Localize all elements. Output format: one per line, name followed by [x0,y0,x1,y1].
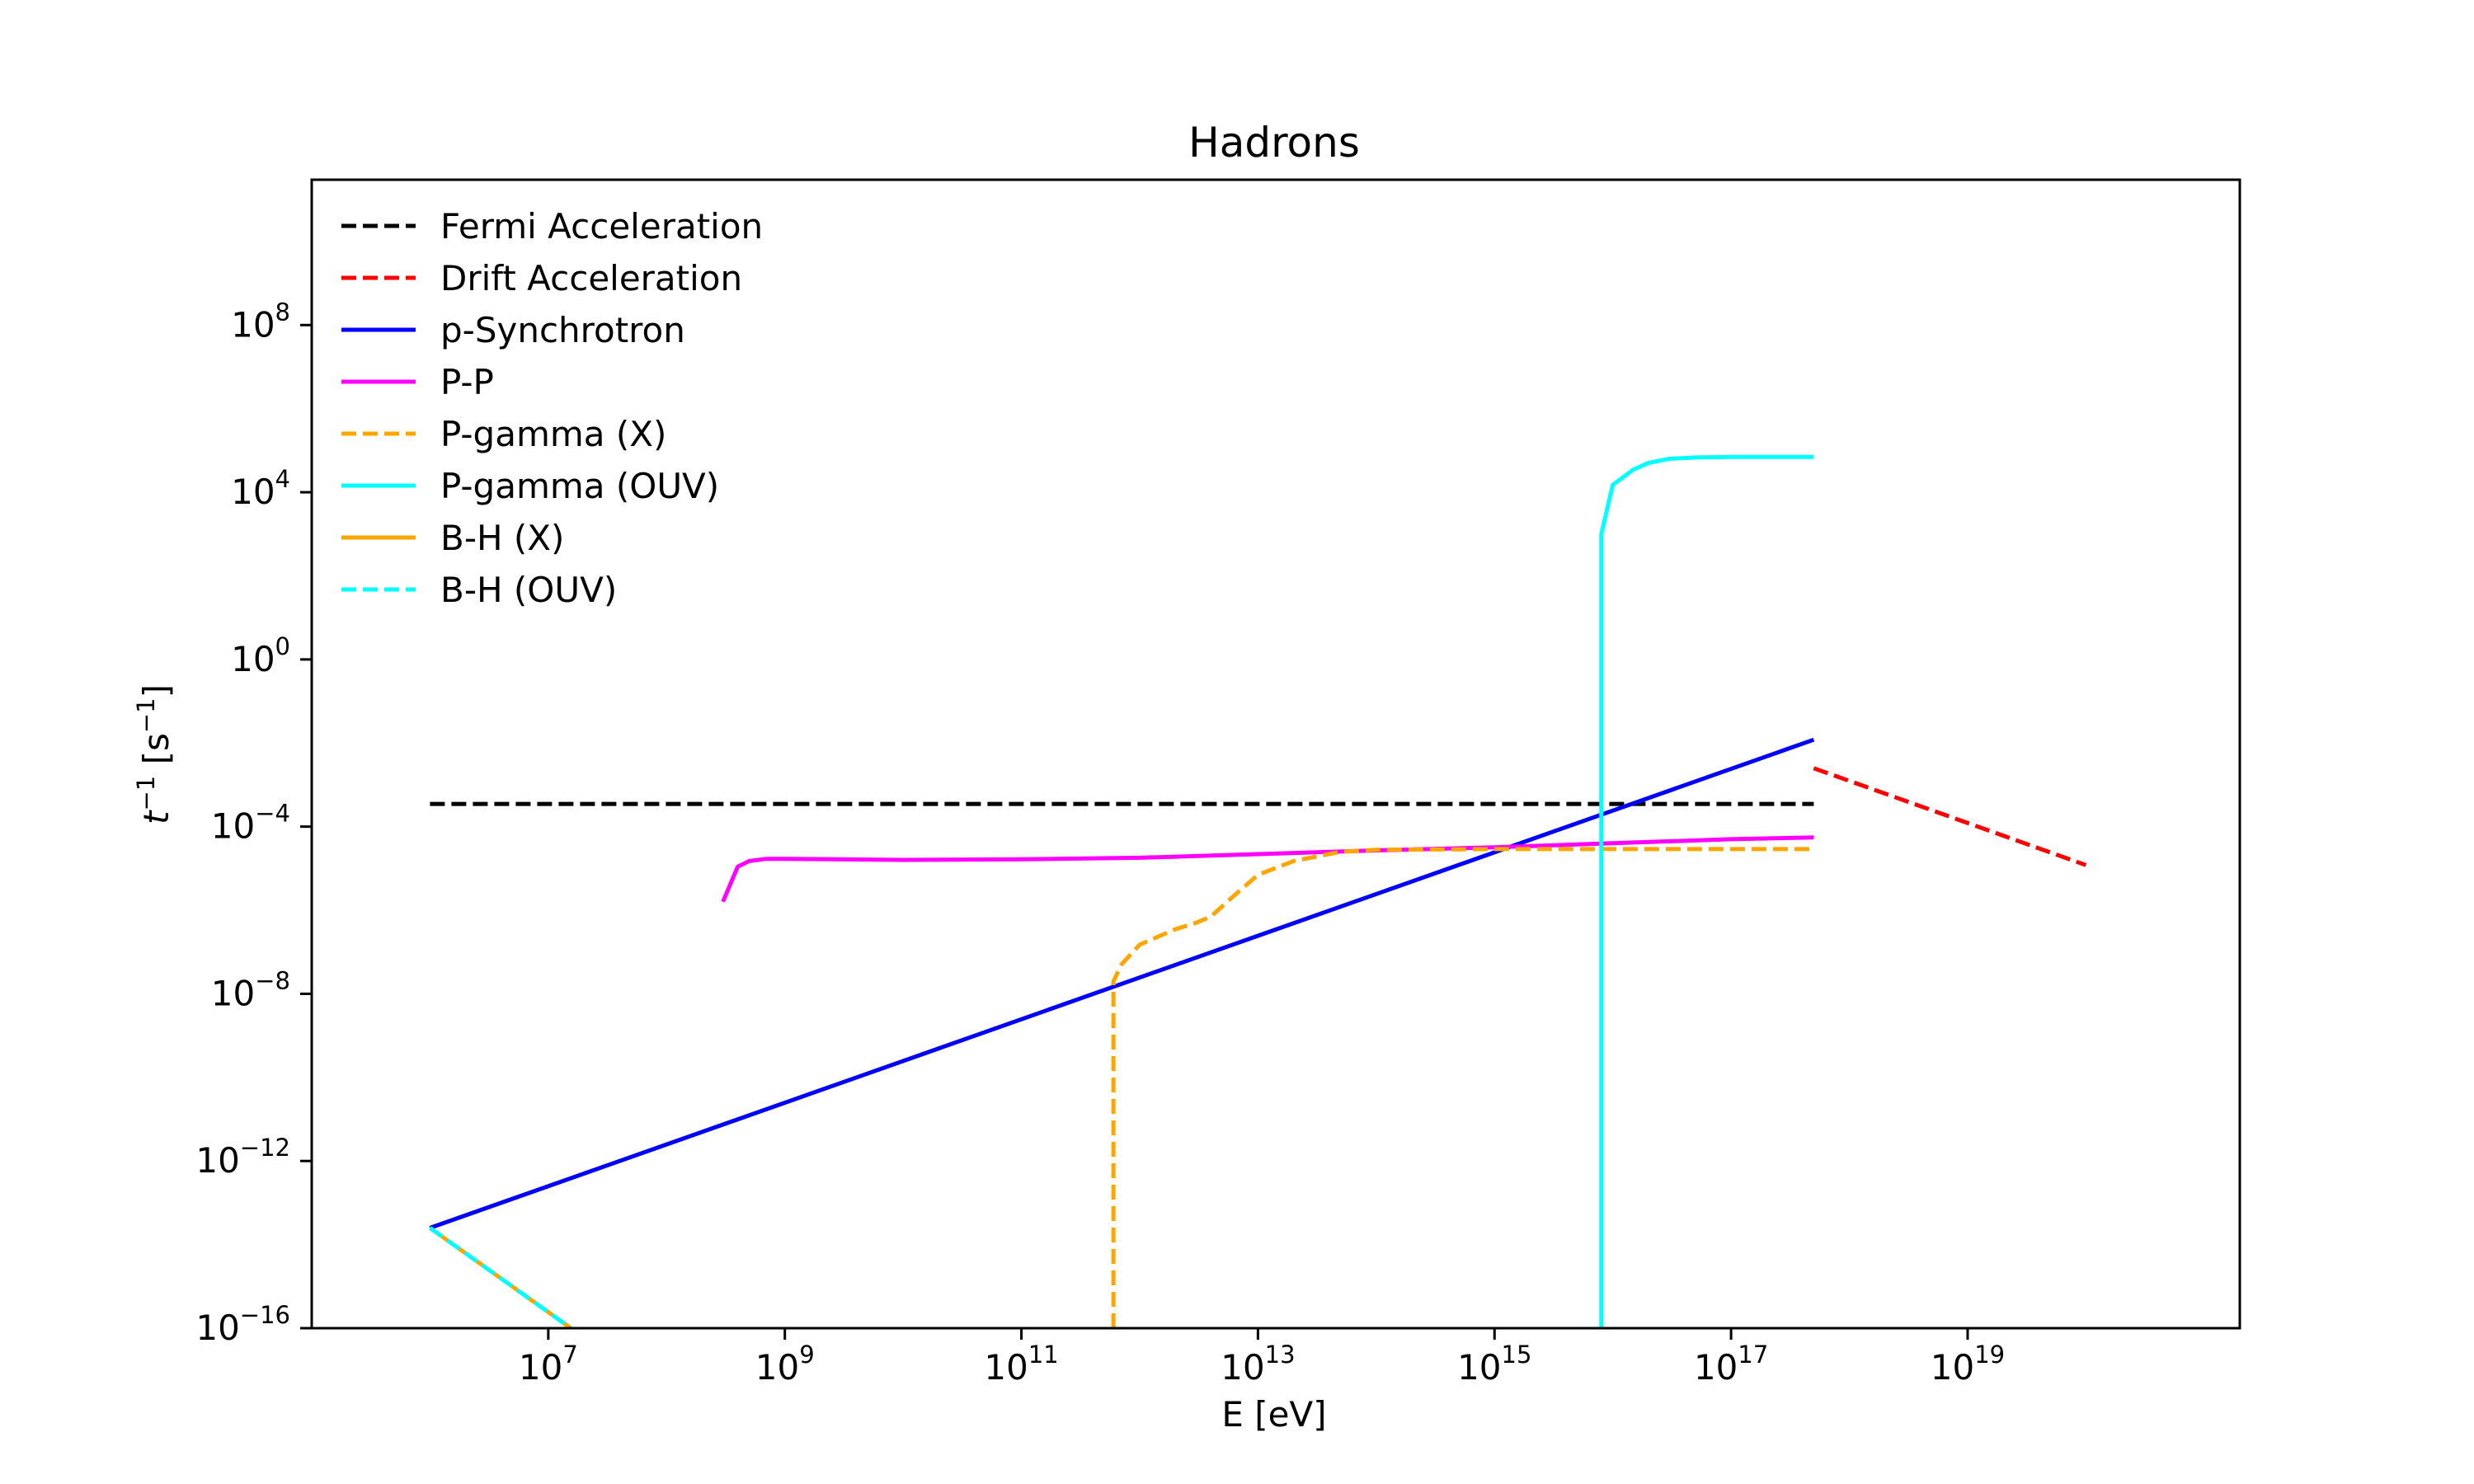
y-tick-label: 10−16 [195,1301,290,1348]
series-line-p-p [721,835,1814,903]
x-tick-label: 1017 [1694,1341,1768,1388]
y-axis-label: t−1 [s−1] [132,684,176,824]
y-tick-label: 100 [231,632,290,679]
series-line-p-synchrotron [429,737,1815,1230]
y-tick-label: 10−12 [195,1134,290,1181]
series-line-b-h-ouv [428,1226,575,1328]
x-tick-label: 109 [755,1341,815,1388]
x-tick-label: 1015 [1457,1341,1531,1388]
legend-label: P-P [440,362,494,402]
y-tick-label: 10−8 [211,966,290,1013]
x-axis: 107 109 1011 1013 1015 1017 1019 [519,1328,2005,1388]
series-line-p-gamma-x [1111,847,1814,1328]
legend-label: P-gamma (X) [440,414,666,454]
x-tick-label: 1013 [1221,1341,1295,1388]
plot-frame [310,178,2241,1330]
series-line-drift-acceleration [1813,766,2087,867]
x-tick-label: 107 [519,1341,578,1388]
legend-label: P-gamma (OUV) [440,466,719,506]
y-tick-label: 10−4 [211,800,290,847]
y-tick-label: 104 [231,465,290,512]
legend-label: p-Synchrotron [440,310,685,350]
legend-label: Fermi Acceleration [440,206,763,247]
y-tick-label: 108 [231,298,290,345]
legend-label: B-H (OUV) [440,570,617,610]
legend-label: B-H (X) [440,518,564,558]
legend-label: Drift Acceleration [440,258,742,298]
x-axis-label: E [eV] [1221,1394,1326,1435]
y-axis: 10−16 10−12 10−8 10−4 100 104 108 [195,298,312,1348]
x-tick-label: 1011 [984,1341,1058,1388]
chart-title: Hadrons [1188,119,1360,167]
series-line-p-gamma-ouv [1599,454,1814,1328]
series-layer [428,454,2087,1328]
legend: Fermi Acceleration Drift Acceleration p-Sy… [341,206,763,610]
x-tick-label: 1019 [1931,1341,2005,1388]
